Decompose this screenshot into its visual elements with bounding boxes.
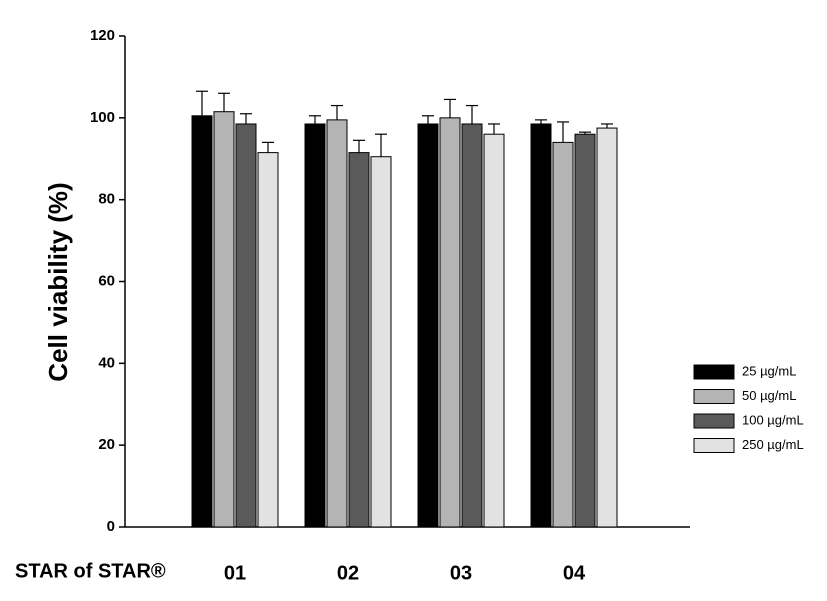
legend-swatch bbox=[693, 413, 735, 429]
error-bar bbox=[240, 113, 252, 124]
error-bar bbox=[375, 133, 387, 157]
error-bar bbox=[601, 123, 613, 129]
legend-label: 100 µg/mL bbox=[742, 412, 804, 427]
error-bar bbox=[353, 139, 365, 153]
y-tick-label: 40 bbox=[98, 354, 115, 371]
legend-swatch bbox=[693, 364, 735, 380]
bar bbox=[417, 123, 439, 528]
bar bbox=[326, 119, 348, 528]
y-tick-label: 20 bbox=[98, 436, 115, 453]
y-tick-label: 100 bbox=[90, 109, 115, 126]
error-bar bbox=[535, 119, 547, 124]
bar bbox=[439, 117, 461, 528]
bar bbox=[530, 123, 552, 528]
bar bbox=[304, 123, 326, 528]
bar bbox=[235, 123, 257, 528]
error-bar bbox=[331, 104, 343, 120]
bar bbox=[257, 152, 279, 528]
y-tick-label: 60 bbox=[98, 272, 115, 289]
error-bar bbox=[557, 121, 569, 143]
bar bbox=[461, 123, 483, 528]
bar bbox=[483, 133, 505, 528]
y-axis-title: Cell viability (%) bbox=[43, 182, 73, 381]
y-tick-label: 0 bbox=[107, 518, 115, 535]
error-bar bbox=[196, 90, 208, 116]
x-tick-label: 04 bbox=[563, 562, 586, 584]
legend-swatch bbox=[693, 389, 735, 404]
x-tick-label: 02 bbox=[337, 562, 359, 584]
legend-swatch bbox=[693, 438, 735, 453]
bar bbox=[574, 133, 596, 528]
bar bbox=[552, 141, 574, 528]
bar bbox=[348, 152, 370, 528]
error-bar bbox=[444, 98, 456, 118]
error-bar bbox=[488, 123, 500, 135]
legend-label: 250 µg/mL bbox=[742, 437, 804, 452]
error-bar bbox=[218, 92, 230, 112]
legend-label: 50 µg/mL bbox=[742, 388, 796, 403]
x-tick-label: 01 bbox=[224, 562, 246, 584]
error-bar bbox=[466, 104, 478, 124]
y-tick-label: 120 bbox=[90, 27, 115, 44]
y-tick-label: 80 bbox=[98, 191, 115, 208]
bar bbox=[191, 115, 213, 528]
x-axis-title: STAR of STAR® bbox=[15, 560, 166, 582]
error-bar bbox=[309, 115, 321, 124]
error-bar bbox=[262, 141, 274, 153]
x-tick-label: 03 bbox=[450, 562, 472, 584]
error-bar bbox=[579, 131, 591, 135]
error-bar bbox=[422, 115, 434, 124]
bar bbox=[213, 111, 235, 528]
bar bbox=[596, 127, 618, 528]
legend-label: 25 µg/mL bbox=[742, 363, 796, 378]
bar bbox=[370, 156, 392, 528]
